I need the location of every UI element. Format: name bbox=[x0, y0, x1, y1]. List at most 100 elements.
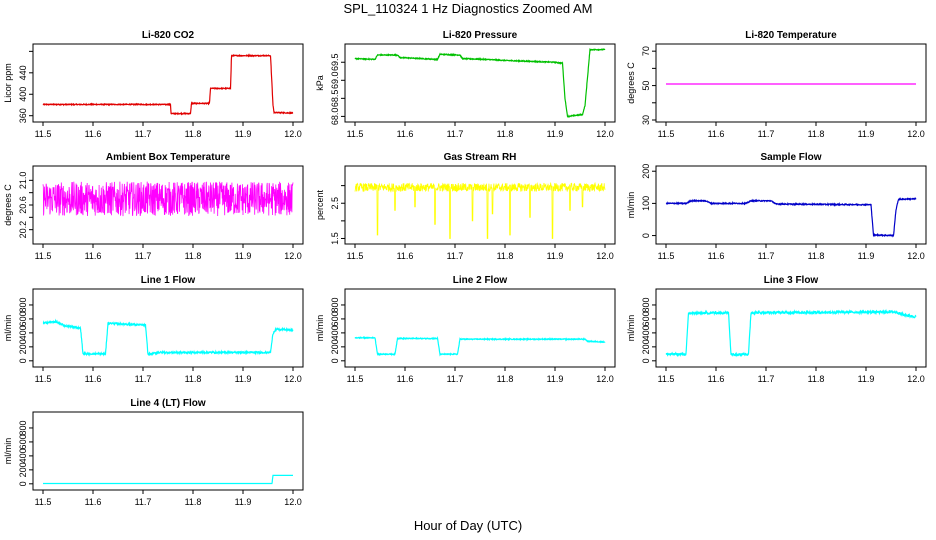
panel-4-title: Ambient Box Temperature bbox=[106, 152, 231, 163]
panel-3-xtick-label-11.6: 11.6 bbox=[708, 129, 725, 139]
panel-9-xtick-label-11.8: 11.8 bbox=[808, 374, 825, 384]
panel-1-xtick-label-11.5: 11.5 bbox=[35, 129, 52, 139]
panel-4-ytick-label-20.2: 20.2 bbox=[18, 221, 28, 239]
panel-3-ytick-label-30: 30 bbox=[641, 115, 651, 125]
panel-1-xtick-label-11.8: 11.8 bbox=[185, 129, 202, 139]
panel-9-frame bbox=[655, 288, 927, 368]
panel-7-xtick-label-11.5: 11.5 bbox=[35, 374, 52, 384]
figure-title: SPL_110324 1 Hz Diagnostics Zoomed AM bbox=[343, 1, 593, 16]
panel-2-frame bbox=[344, 43, 616, 123]
panel-7-xtick-label-11.9: 11.9 bbox=[235, 374, 252, 384]
panel-9-ytick-label-800: 800 bbox=[641, 297, 651, 312]
panel-1-xtick-label-12.0: 12.0 bbox=[284, 129, 302, 139]
panel-5-xtick-label-12.0: 12.0 bbox=[596, 251, 614, 261]
panel-7-ytick-label-0: 0 bbox=[18, 358, 28, 363]
panel-10-xtick-label-11.6: 11.6 bbox=[85, 497, 102, 507]
panel-1-xtick-label-11.6: 11.6 bbox=[85, 129, 102, 139]
panel-2-xtick-label-11.6: 11.6 bbox=[397, 129, 414, 139]
panel-1-ytick-label-440: 440 bbox=[18, 65, 28, 80]
panel-2-xtick-label-11.7: 11.7 bbox=[447, 129, 464, 139]
panel-10-ytick-label-0: 0 bbox=[18, 481, 28, 486]
panel-4-ytick-label-21.0: 21.0 bbox=[18, 172, 28, 190]
panel-8-xtick-label-12.0: 12.0 bbox=[596, 374, 614, 384]
panel-1-xtick-label-11.9: 11.9 bbox=[235, 129, 252, 139]
panel-5-xtick-label-11.5: 11.5 bbox=[347, 251, 364, 261]
panel-1-ytick-label-360: 360 bbox=[18, 108, 28, 123]
panel-7-ytick-label-800: 800 bbox=[18, 297, 28, 312]
panel-6-xtick-label-12.0: 12.0 bbox=[907, 251, 925, 261]
panel-8-xtick-label-11.8: 11.8 bbox=[497, 374, 514, 384]
panel-6-series-line bbox=[665, 197, 917, 238]
panel-7-ylabel: ml/min bbox=[3, 315, 13, 342]
panel-9-ytick-label-600: 600 bbox=[641, 311, 651, 326]
panel-10-xtick-label-11.8: 11.8 bbox=[185, 497, 202, 507]
panel-10-ytick-label-400: 400 bbox=[18, 448, 28, 463]
panel-2-ytick-label-69.5: 69.5 bbox=[330, 53, 340, 71]
panel-1-ylabel: Licor ppm bbox=[3, 63, 13, 103]
panel-2-xtick-label-11.5: 11.5 bbox=[347, 129, 364, 139]
panel-9-xtick-label-12.0: 12.0 bbox=[907, 374, 925, 384]
panel-5-title: Gas Stream RH bbox=[444, 152, 517, 163]
panel-6-xtick-label-11.8: 11.8 bbox=[808, 251, 825, 261]
panel-7-ytick-label-600: 600 bbox=[18, 311, 28, 326]
panel-1-frame bbox=[32, 43, 304, 123]
panel-8-ytick-label-600: 600 bbox=[330, 311, 340, 326]
panel-10-ylabel: ml/min bbox=[3, 438, 13, 465]
panel-9-ytick-label-200: 200 bbox=[641, 339, 651, 354]
panel-10-ytick-label-200: 200 bbox=[18, 462, 28, 477]
panel-10-xtick-label-12.0: 12.0 bbox=[284, 497, 302, 507]
panel-4-xtick-label-11.8: 11.8 bbox=[185, 251, 202, 261]
panel-2-series-line bbox=[354, 48, 606, 119]
panel-3-frame bbox=[655, 43, 927, 123]
panel-8-xtick-label-11.9: 11.9 bbox=[547, 374, 564, 384]
panel-7-title: Line 1 Flow bbox=[141, 275, 196, 286]
panel-7-frame bbox=[32, 288, 304, 368]
panel-9-xtick-label-11.6: 11.6 bbox=[708, 374, 725, 384]
panel-8-ytick-label-200: 200 bbox=[330, 339, 340, 354]
panel-6-ytick-label-100: 100 bbox=[641, 196, 651, 211]
panel-6-xtick-label-11.5: 11.5 bbox=[658, 251, 675, 261]
panel-9-ylabel: ml/min bbox=[626, 315, 636, 342]
panel-6-ytick-label-200: 200 bbox=[641, 164, 651, 179]
panel-7-series-line bbox=[42, 318, 294, 357]
panel-9-series-line bbox=[665, 308, 917, 358]
panel-5-ytick-label-1.5: 1.5 bbox=[330, 232, 340, 245]
panel-1-series-line bbox=[42, 53, 294, 116]
panel-10-xtick-label-11.5: 11.5 bbox=[35, 497, 52, 507]
panel-4-series-line bbox=[42, 181, 294, 217]
panel-10-ytick-label-800: 800 bbox=[18, 420, 28, 435]
panel-9-title: Line 3 Flow bbox=[764, 275, 819, 286]
panel-8-series-line bbox=[354, 335, 606, 357]
panel-6-xtick-label-11.7: 11.7 bbox=[758, 251, 775, 261]
panel-9-xtick-label-11.7: 11.7 bbox=[758, 374, 775, 384]
panel-8-xtick-label-11.5: 11.5 bbox=[347, 374, 364, 384]
panel-8-frame bbox=[344, 288, 616, 368]
panel-9-xtick-label-11.5: 11.5 bbox=[658, 374, 675, 384]
panel-7-xtick-label-11.8: 11.8 bbox=[185, 374, 202, 384]
panel-2-ytick-label-68.0: 68.0 bbox=[330, 108, 340, 126]
panel-8-ytick-label-800: 800 bbox=[330, 297, 340, 312]
panel-4-xtick-label-11.6: 11.6 bbox=[85, 251, 102, 261]
panel-9-ytick-label-400: 400 bbox=[641, 325, 651, 340]
x-axis-title: Hour of Day (UTC) bbox=[413, 518, 523, 533]
panel-3-ytick-label-70: 70 bbox=[641, 46, 651, 56]
panel-5-xtick-label-11.8: 11.8 bbox=[497, 251, 514, 261]
panel-5-xtick-label-11.9: 11.9 bbox=[547, 251, 564, 261]
panel-5-ylabel: percent bbox=[315, 189, 325, 220]
panel-7-xtick-label-11.7: 11.7 bbox=[135, 374, 152, 384]
panel-3-xtick-label-11.8: 11.8 bbox=[808, 129, 825, 139]
panel-10-ytick-label-600: 600 bbox=[18, 434, 28, 449]
panel-1-xtick-label-11.7: 11.7 bbox=[135, 129, 152, 139]
panel-4-xtick-label-11.5: 11.5 bbox=[35, 251, 52, 261]
panel-8-xtick-label-11.6: 11.6 bbox=[397, 374, 414, 384]
panel-6-xtick-label-11.9: 11.9 bbox=[858, 251, 875, 261]
panel-8-ytick-label-400: 400 bbox=[330, 325, 340, 340]
panel-6-xtick-label-11.6: 11.6 bbox=[708, 251, 725, 261]
panel-3-title: Li-820 Temperature bbox=[745, 30, 837, 41]
panel-5-series-line bbox=[354, 181, 606, 239]
panel-2-ytick-label-69.0: 69.0 bbox=[330, 72, 340, 90]
panel-6-title: Sample Flow bbox=[760, 152, 821, 163]
panel-2-xtick-label-12.0: 12.0 bbox=[596, 129, 614, 139]
panel-7-xtick-label-12.0: 12.0 bbox=[284, 374, 302, 384]
